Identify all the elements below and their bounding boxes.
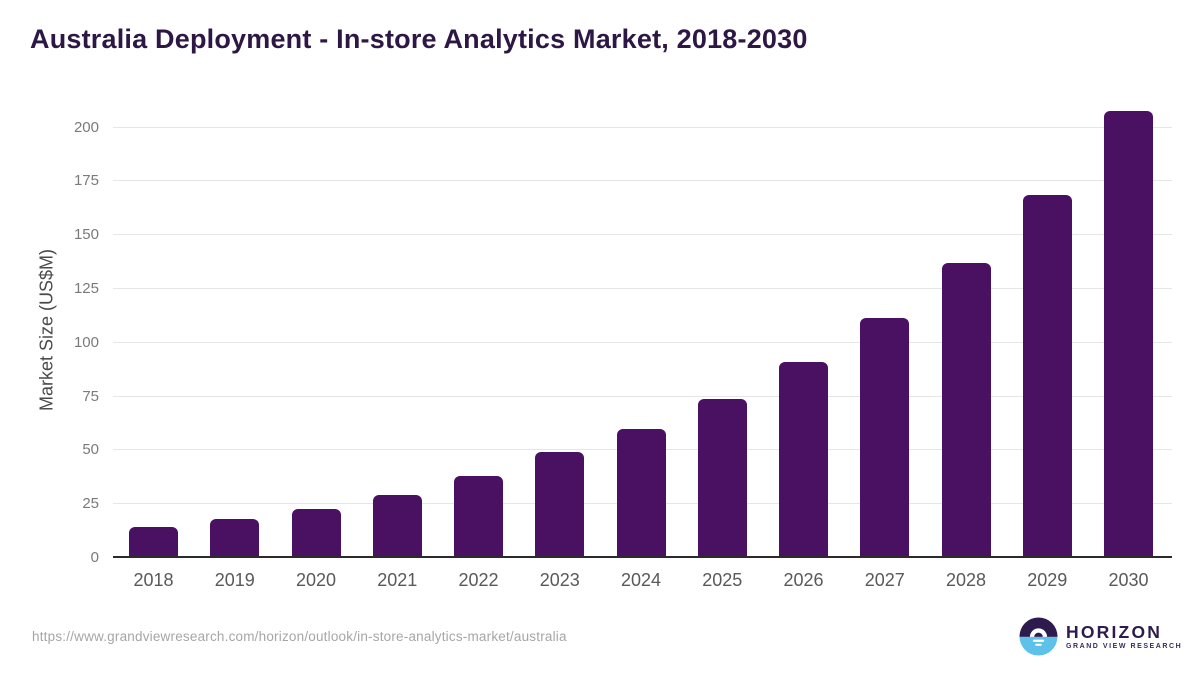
horizon-logo-tagline: GRAND VIEW RESEARCH: [1066, 642, 1183, 650]
x-tick-label-2029: 2029: [1027, 570, 1068, 590]
horizon-logo-brand: HORIZON: [1066, 621, 1163, 642]
bar-2027: [860, 318, 910, 558]
bar-2018: [129, 527, 178, 558]
horizon-logo: HORIZON GRAND VIEW RESEARCH: [1019, 617, 1182, 656]
bar-2025: [697, 398, 747, 558]
y-tick-label-100: 100: [73, 333, 99, 351]
y-tick-label-0: 0: [90, 549, 99, 566]
bar-2019: [210, 519, 260, 558]
chart-title: Australia Deployment - In-store Analytic…: [30, 24, 808, 54]
bar-2023: [535, 452, 585, 558]
gridline-200: [113, 126, 1172, 128]
bar-2028: [941, 262, 991, 558]
y-tick-label-25: 25: [82, 495, 99, 513]
x-tick-label-2030: 2030: [1108, 570, 1149, 590]
x-tick-label-2021: 2021: [377, 570, 418, 590]
x-tick-label-2026: 2026: [783, 570, 824, 590]
x-tick-label-2020: 2020: [295, 570, 337, 590]
x-tick-label-2024: 2024: [620, 570, 662, 590]
x-tick-label-2025: 2025: [702, 570, 743, 590]
gridline-150: [113, 234, 1172, 236]
horizon-logo-text: HORIZON GRAND VIEW RESEARCH: [1066, 623, 1182, 651]
plot-area: 0 25 50 75 100 125 150 175 200 2018 2019 2020 2021 20…: [74, 100, 1172, 590]
gridline-175: [113, 180, 1172, 182]
x-tick-label-2027: 2027: [864, 570, 905, 590]
x-axis-line: [113, 556, 1172, 558]
gridline-75: [113, 395, 1172, 397]
bar-2029: [1022, 194, 1072, 558]
bar-2030: [1104, 110, 1153, 558]
bar-2020: [291, 508, 341, 558]
x-tick-label-2019: 2019: [214, 570, 255, 590]
y-tick-label-50: 50: [82, 441, 99, 459]
x-tick-label-2022: 2022: [458, 570, 499, 590]
bar-2021: [372, 494, 422, 558]
bar-2026: [779, 361, 828, 558]
y-tick-label-150: 150: [73, 226, 99, 244]
y-tick-label-75: 75: [82, 387, 99, 405]
bar-2024: [616, 429, 666, 558]
gridline-100: [113, 341, 1172, 343]
y-tick-label-125: 125: [73, 279, 99, 297]
y-tick-label-175: 175: [73, 172, 99, 190]
x-tick-label-2018: 2018: [133, 570, 174, 590]
y-tick-label-200: 200: [73, 118, 99, 136]
horizon-logo-icon: [1019, 617, 1058, 656]
source-url: https://www.grandviewresearch.com/horizo…: [32, 629, 567, 644]
x-tick-label-2028: 2028: [945, 570, 987, 590]
gridline-125: [113, 287, 1172, 289]
x-tick-label-2023: 2023: [539, 570, 580, 590]
bar-2022: [454, 476, 503, 558]
